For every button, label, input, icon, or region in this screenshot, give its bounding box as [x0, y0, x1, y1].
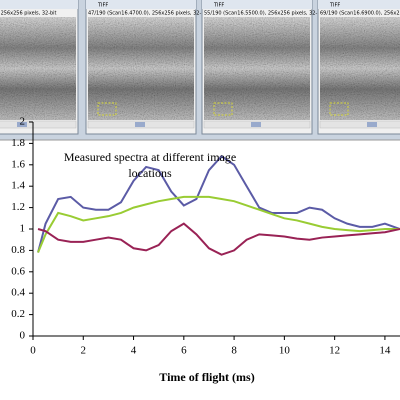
scroll-thumb[interactable]	[17, 122, 27, 127]
title-bar	[86, 0, 196, 9]
roi-box	[213, 102, 233, 116]
x-tick-label: 8	[231, 345, 237, 357]
x-tick-label: 4	[131, 345, 137, 357]
x-tick-label: 6	[181, 345, 187, 357]
x-tick-label: 10	[279, 345, 291, 357]
window-title: TIFF	[97, 3, 108, 9]
image-window: TIFF 47/190 (Scan16.4700.0), 256x256 pixe…	[85, 0, 208, 135]
roi-box	[329, 102, 349, 116]
window-title: TIFF	[329, 3, 340, 9]
x-tick-label: 14	[379, 345, 391, 357]
x-axis-label: Time of flight (ms)	[159, 370, 254, 384]
image-bands	[88, 17, 194, 120]
y-tick-label: 1	[20, 223, 26, 235]
y-tick-label: 1.4	[11, 180, 25, 192]
y-tick-label: 0.2	[11, 308, 25, 320]
title-bar	[318, 0, 400, 9]
series-line	[37, 195, 400, 253]
window-title: TIFF	[213, 3, 224, 9]
title-bar	[202, 0, 312, 9]
scrollbar[interactable]	[319, 120, 400, 129]
roi-box	[97, 102, 117, 116]
title-bar	[0, 0, 78, 9]
image-window: TIFF 69/190 (Scan16.6900.0), 256x256 pixe…	[317, 0, 400, 135]
image-bands	[320, 17, 400, 120]
image-window: TIFF 55/190 (Scan16.5500.0), 256x256 pixe…	[201, 0, 322, 135]
y-tick-label: 1.2	[11, 201, 25, 213]
y-tick-label: 0.4	[11, 287, 25, 299]
image-bands	[204, 17, 310, 120]
window-info: 69/190 (Scan16.6900.0), 256x256 pixels, …	[320, 11, 400, 17]
y-tick-label: 0.6	[11, 265, 25, 277]
image-bands	[0, 17, 76, 120]
scroll-thumb[interactable]	[367, 122, 377, 127]
y-tick-label: 0.8	[11, 244, 25, 256]
window-info: 55/190 (Scan16.5500.0), 256x256 pixels, …	[204, 11, 322, 17]
image-window: TIFF16.3600.0), 256x256 pixels, 32-bit	[0, 0, 79, 135]
chart-title: Measured spectra at different image loca…	[63, 150, 237, 180]
scroll-thumb[interactable]	[135, 122, 145, 127]
x-tick-label: 12	[329, 345, 340, 357]
scrollbar[interactable]	[0, 120, 77, 129]
scroll-thumb[interactable]	[251, 122, 261, 127]
window-info: 47/190 (Scan16.4700.0), 256x256 pixels, …	[88, 11, 208, 17]
y-tick-label: 0	[20, 330, 26, 342]
x-tick-label: 0	[30, 345, 36, 357]
series-line	[37, 222, 400, 256]
y-tick-label: 1.6	[11, 158, 25, 170]
x-tick-label: 2	[81, 345, 87, 357]
series-line	[37, 154, 400, 253]
window-info: 16.3600.0), 256x256 pixels, 32-bit	[0, 11, 57, 17]
y-tick-label: 1.8	[11, 137, 25, 149]
y-tick-label: 2	[20, 116, 26, 128]
